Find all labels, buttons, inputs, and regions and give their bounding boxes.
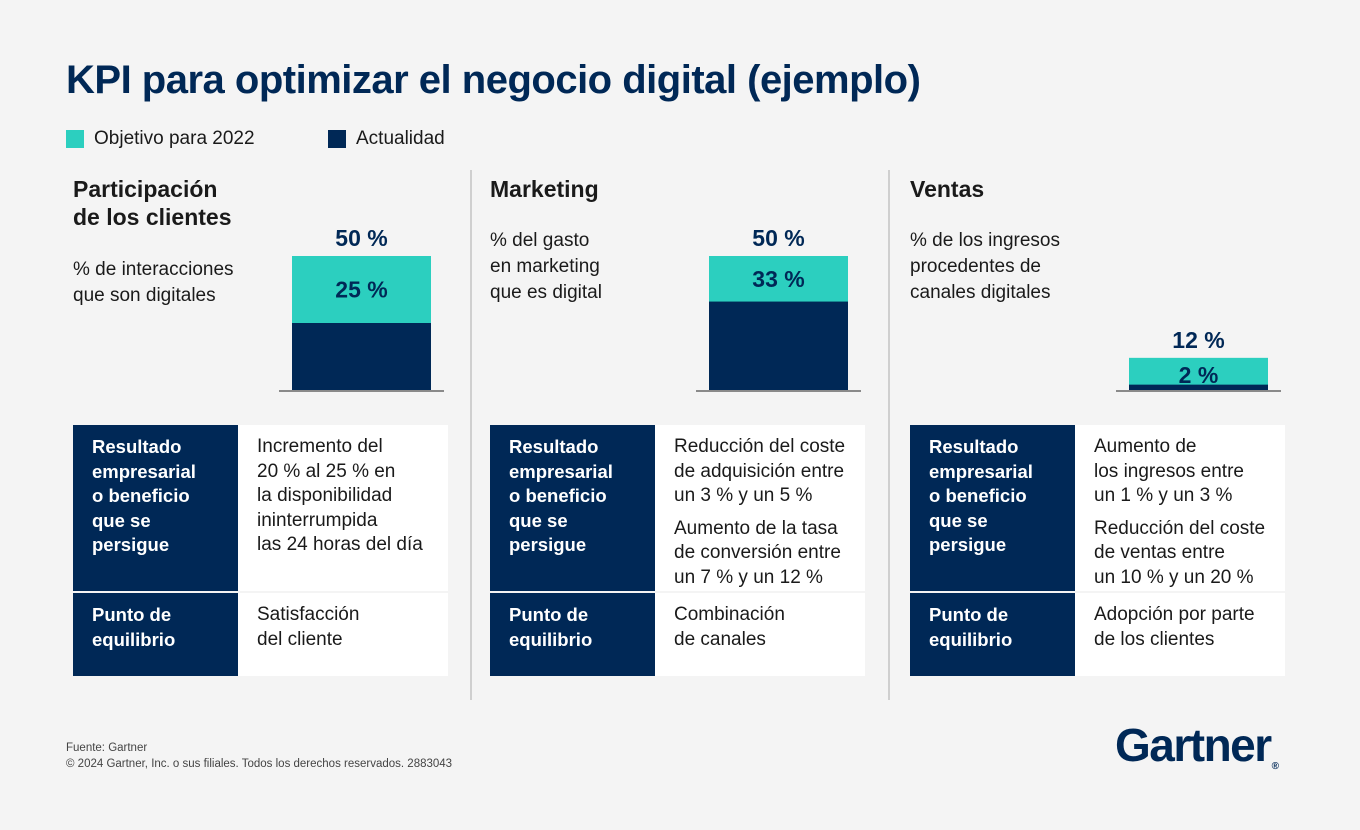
data-label-current: 2 % bbox=[1179, 362, 1219, 388]
balance-body: Combinación de canales bbox=[655, 593, 865, 676]
registered-mark: ® bbox=[1271, 761, 1280, 772]
balance-row: Punto de equilibrio Combinación de canal… bbox=[490, 593, 865, 676]
result-row: Resultado empresarial o beneficio que se… bbox=[910, 425, 1285, 591]
bar-chart: 50 % 25 % bbox=[279, 225, 444, 392]
balance-text: Combinación de canales bbox=[674, 604, 785, 650]
balance-label: Punto de equilibrio bbox=[490, 593, 655, 676]
result-body: Reducción del coste de adquisición entre… bbox=[655, 425, 865, 591]
bar-baseline bbox=[1116, 390, 1281, 392]
balance-label: Punto de equilibrio bbox=[910, 593, 1075, 676]
balance-row: Punto de equilibrio Adopción por parte d… bbox=[910, 593, 1285, 676]
legend-swatch-target bbox=[66, 130, 84, 148]
column-divider-1 bbox=[470, 170, 472, 700]
panel-title: Participación de los clientes bbox=[73, 176, 232, 230]
copyright-note: © 2024 Gartner, Inc. o sus filiales. Tod… bbox=[66, 758, 453, 770]
legend-label-current: Actualidad bbox=[356, 128, 445, 149]
bar-current bbox=[709, 301, 848, 390]
bar-current bbox=[1129, 384, 1268, 390]
result-body: Aumento de los ingresos entre un 1 % y u… bbox=[1075, 425, 1285, 591]
result-text: Aumento de la tasa de conversión entre u… bbox=[674, 517, 841, 588]
logo-text: Gartner bbox=[1115, 719, 1272, 771]
panel-sales: 12 % 2 % Ventas % de los ingresos procede… bbox=[910, 175, 1285, 685]
bar-area: 50 % 33 % bbox=[490, 175, 865, 405]
panel-subtitle: % de los ingresos procedentes de canales… bbox=[910, 230, 1060, 303]
panel-subtitle: % del gasto en marketing que es digital bbox=[490, 230, 602, 303]
data-label-target: 50 % bbox=[335, 225, 387, 251]
legend-item-target: Objetivo para 2022 bbox=[66, 128, 255, 150]
result-row: Resultado empresarial o beneficio que se… bbox=[490, 425, 865, 591]
result-label: Resultado empresarial o beneficio que se… bbox=[910, 425, 1075, 591]
bar-current bbox=[292, 323, 431, 390]
panel-customer-engagement: 50 % 25 % Participación de los clientes %… bbox=[73, 175, 448, 685]
footer: Fuente: Gartner © 2024 Gartner, Inc. o s… bbox=[66, 740, 452, 772]
legend-swatch-current bbox=[328, 130, 346, 148]
data-label-current: 33 % bbox=[752, 266, 804, 292]
balance-text: Satisfacción del cliente bbox=[257, 604, 360, 650]
panel-title: Marketing bbox=[490, 176, 599, 202]
bar-area: 12 % 2 % bbox=[910, 175, 1285, 405]
result-label: Resultado empresarial o beneficio que se… bbox=[490, 425, 655, 591]
balance-text: Adopción por parte de los clientes bbox=[1094, 604, 1255, 650]
panel-marketing: 50 % 33 % Marketing % del gasto en market… bbox=[490, 175, 865, 685]
legend-item-current: Actualidad bbox=[328, 128, 445, 150]
balance-body: Adopción por parte de los clientes bbox=[1075, 593, 1285, 676]
source-note: Fuente: Gartner bbox=[66, 742, 148, 754]
column-divider-2 bbox=[888, 170, 890, 700]
result-row: Resultado empresarial o beneficio que se… bbox=[73, 425, 448, 591]
result-label: Resultado empresarial o beneficio que se… bbox=[73, 425, 238, 591]
balance-label: Punto de equilibrio bbox=[73, 593, 238, 676]
data-label-target: 12 % bbox=[1172, 327, 1224, 353]
bar-chart: 50 % 33 % bbox=[696, 225, 861, 392]
result-text: Reducción del coste de adquisición entre… bbox=[674, 436, 846, 506]
bar-baseline bbox=[696, 390, 861, 392]
legend-label-target: Objetivo para 2022 bbox=[94, 128, 255, 149]
panel-title: Ventas bbox=[910, 176, 985, 202]
legend: Objetivo para 2022 Actualidad bbox=[66, 128, 526, 152]
page-title: KPI para optimizar el negocio digital (e… bbox=[66, 58, 921, 102]
data-label-target: 50 % bbox=[752, 225, 804, 251]
result-body: Incremento del 20 % al 25 % en la dispon… bbox=[238, 425, 448, 591]
balance-row: Punto de equilibrio Satisfacción del cli… bbox=[73, 593, 448, 676]
bar-chart: 12 % 2 % bbox=[1116, 327, 1281, 392]
bar-area: 50 % 25 % bbox=[73, 175, 448, 405]
bar-baseline bbox=[279, 390, 444, 392]
result-text: Aumento de los ingresos entre un 1 % y u… bbox=[1094, 436, 1244, 506]
result-text: Reducción del coste de ventas entre un 1… bbox=[1094, 517, 1266, 588]
panel-subtitle: % de interacciones que son digitales bbox=[73, 259, 234, 306]
data-label-current: 25 % bbox=[335, 277, 387, 303]
balance-body: Satisfacción del cliente bbox=[238, 593, 448, 676]
result-text: Incremento del 20 % al 25 % en la dispon… bbox=[257, 436, 423, 555]
gartner-logo: Gartner® bbox=[1115, 718, 1279, 772]
